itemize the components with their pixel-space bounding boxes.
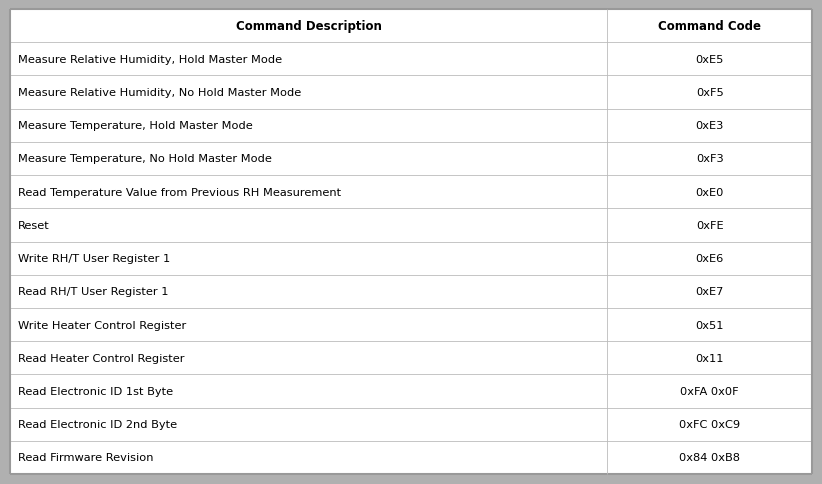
Text: Read RH/T User Register 1: Read RH/T User Register 1 [18,287,169,297]
Text: Read Heater Control Register: Read Heater Control Register [18,353,184,363]
Text: Command Code: Command Code [658,20,761,33]
Text: 0xFE: 0xFE [696,220,723,230]
Text: Read Temperature Value from Previous RH Measurement: Read Temperature Value from Previous RH … [18,187,341,197]
Text: Read Firmware Revision: Read Firmware Revision [18,453,154,462]
Text: Reset: Reset [18,220,50,230]
Text: 0xE3: 0xE3 [695,121,724,131]
Text: 0xE7: 0xE7 [695,287,724,297]
Text: 0xFA 0x0F: 0xFA 0x0F [681,386,739,396]
Text: Command Description: Command Description [236,20,381,33]
Text: Measure Relative Humidity, Hold Master Mode: Measure Relative Humidity, Hold Master M… [18,55,282,65]
Text: 0x84 0xB8: 0x84 0xB8 [679,453,741,462]
Text: Measure Temperature, Hold Master Mode: Measure Temperature, Hold Master Mode [18,121,252,131]
Text: 0xF5: 0xF5 [696,88,723,98]
Text: Read Electronic ID 1st Byte: Read Electronic ID 1st Byte [18,386,173,396]
Text: Measure Temperature, No Hold Master Mode: Measure Temperature, No Hold Master Mode [18,154,272,164]
Text: 0x51: 0x51 [695,320,724,330]
Text: 0xE6: 0xE6 [695,254,724,264]
Text: 0xE5: 0xE5 [695,55,724,65]
Text: 0x11: 0x11 [695,353,724,363]
Text: 0xFC 0xC9: 0xFC 0xC9 [679,419,741,429]
Text: 0xE0: 0xE0 [695,187,724,197]
Text: Write RH/T User Register 1: Write RH/T User Register 1 [18,254,170,264]
Text: Read Electronic ID 2nd Byte: Read Electronic ID 2nd Byte [18,419,177,429]
Text: Write Heater Control Register: Write Heater Control Register [18,320,187,330]
Text: Measure Relative Humidity, No Hold Master Mode: Measure Relative Humidity, No Hold Maste… [18,88,301,98]
Text: 0xF3: 0xF3 [696,154,723,164]
